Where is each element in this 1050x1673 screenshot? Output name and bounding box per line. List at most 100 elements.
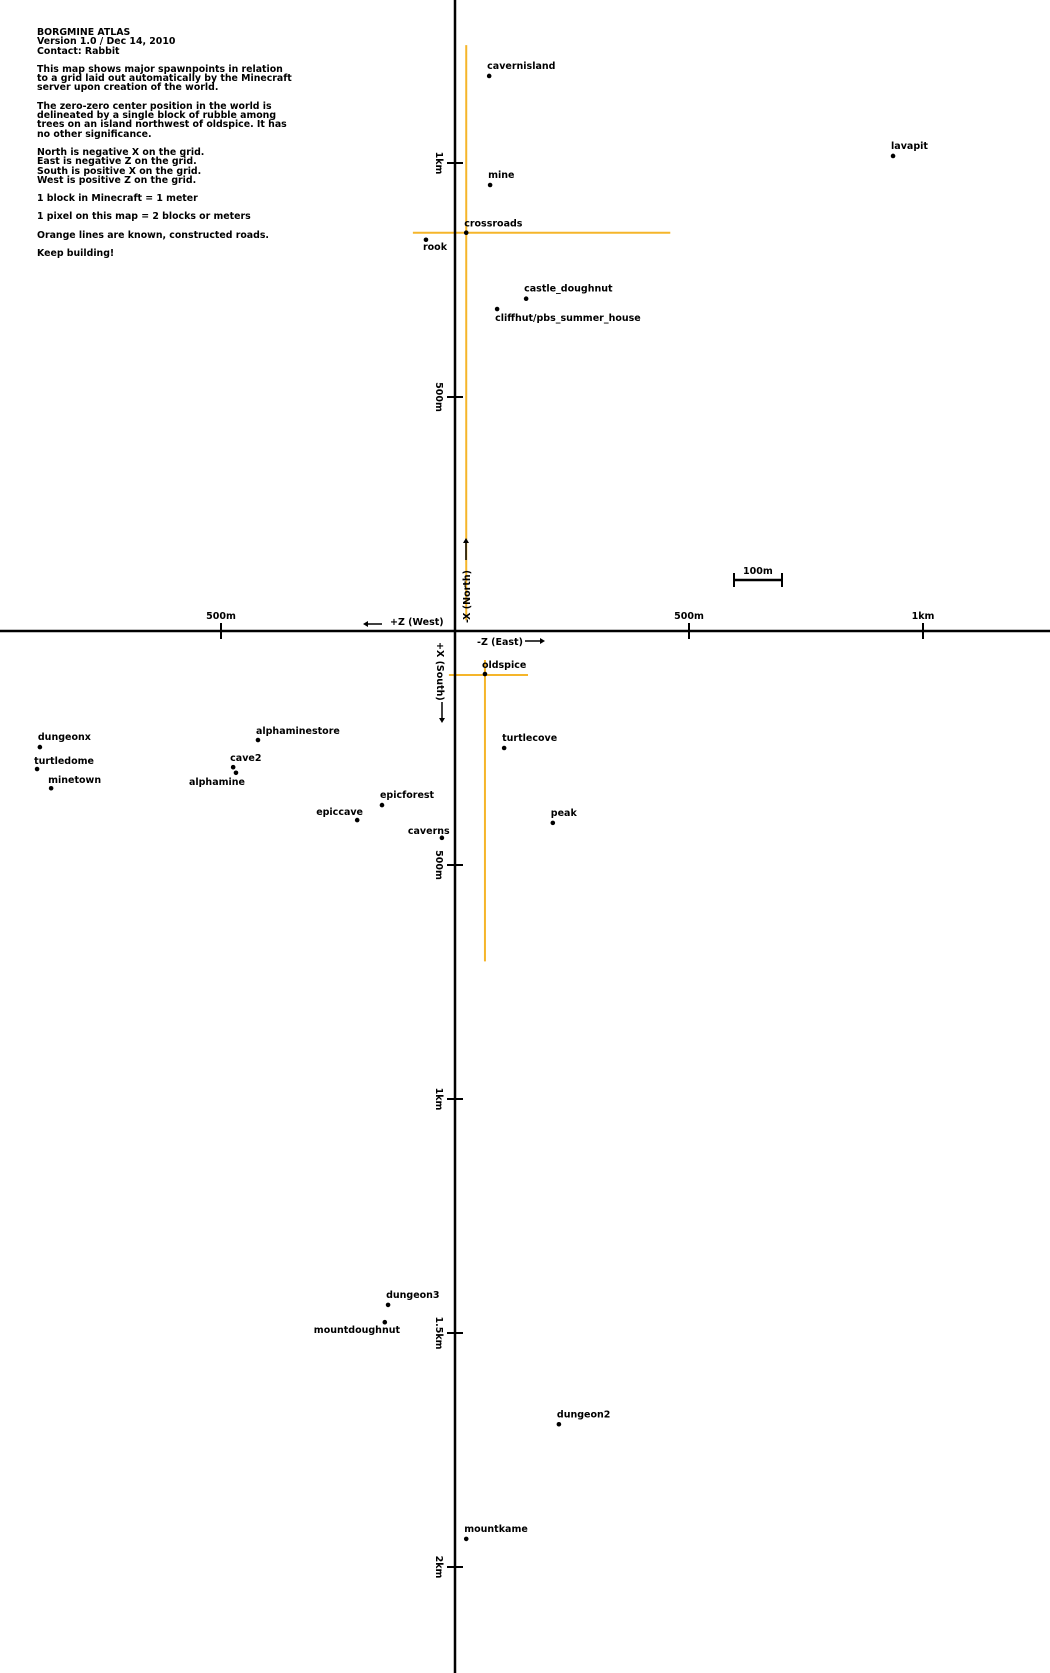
legend-paragraph: 1 block in Minecraft = 1 meter (37, 193, 198, 205)
place-dot-icon (494, 306, 500, 312)
place-dot-icon (501, 745, 507, 751)
place-dot-icon (423, 237, 429, 243)
place-label: minetown (48, 775, 101, 786)
place-label: cliffhut/pbs_summer_house (495, 313, 641, 324)
place-marker[interactable]: peak (550, 808, 578, 826)
place-marker[interactable]: alphaminestore (255, 726, 340, 743)
scale-bar-label: 100m (743, 566, 773, 577)
place-marker[interactable]: rook (423, 237, 448, 253)
x-axis-tick-label: 1km (433, 152, 444, 175)
place-dot-icon (385, 1302, 391, 1308)
place-marker[interactable]: mine (487, 170, 515, 188)
north-arrow-icon (463, 538, 469, 560)
place-label: dungeon2 (557, 1409, 610, 1420)
place-dot-icon (379, 802, 385, 808)
places-layer: cavernisland lavapit mine crossroads rook cas… (34, 61, 929, 1542)
north-label: -X (North) (462, 570, 473, 623)
legend-paragraph: The zero-zero center position in the wor… (37, 100, 287, 140)
place-dot-icon (556, 1421, 562, 1427)
place-marker[interactable]: crossroads (463, 219, 523, 236)
place-marker[interactable]: mountkame (463, 1524, 528, 1542)
place-dot-icon (255, 737, 261, 743)
place-marker[interactable]: castle_doughnut (523, 284, 613, 302)
place-label: alphaminestore (256, 726, 340, 737)
z-axis-tick-label: 500m (674, 611, 704, 622)
place-dot-icon (482, 671, 488, 677)
legend-paragraph: North is negative X on the grid. East is… (37, 146, 205, 186)
place-dot-icon (463, 1536, 469, 1542)
place-label: alphamine (189, 777, 245, 788)
x-axis-tick-label: 1km (433, 1088, 444, 1111)
place-marker[interactable]: cave2 (230, 753, 261, 770)
place-label: cave2 (230, 753, 261, 764)
place-marker[interactable]: epicforest (379, 790, 435, 808)
place-dot-icon (890, 153, 896, 159)
x-axis-tick-label: 500m (433, 382, 444, 412)
place-marker[interactable]: alphamine (189, 770, 245, 788)
place-dot-icon (37, 744, 43, 750)
place-label: castle_doughnut (524, 284, 613, 295)
place-marker[interactable]: dungeonx (37, 732, 91, 750)
place-marker[interactable]: epiccave (316, 807, 363, 823)
west-label: +Z (West) (390, 617, 444, 628)
place-dot-icon (354, 817, 360, 823)
roads-layer (412, 45, 671, 962)
scale-bar: 100m (733, 566, 783, 587)
east-label: -Z (East) (477, 637, 523, 648)
west-arrow-icon (363, 621, 382, 627)
south-label: +X (South) (434, 642, 445, 701)
place-marker[interactable]: lavapit (890, 141, 929, 159)
place-label: oldspice (482, 660, 526, 671)
legend-version: Version 1.0 / Dec 14, 2010 (37, 36, 176, 48)
place-dot-icon (463, 230, 469, 236)
place-dot-icon (382, 1319, 388, 1325)
x-axis-tick-label: 1.5km (433, 1316, 444, 1349)
place-marker[interactable]: dungeon3 (385, 1290, 440, 1308)
place-marker[interactable]: cliffhut/pbs_summer_house (494, 306, 641, 324)
z-axis-tick-label: 1km (912, 611, 935, 622)
place-dot-icon (34, 766, 40, 772)
place-dot-icon (550, 820, 556, 826)
x-axis-tick-label: 2km (433, 1556, 444, 1579)
place-dot-icon (233, 770, 239, 776)
place-dot-icon (439, 835, 445, 841)
place-marker[interactable]: cavernisland (486, 61, 556, 79)
place-dot-icon (523, 296, 529, 302)
place-label: mine (488, 170, 514, 181)
legend-title: BORGMINE ATLAS (37, 27, 131, 38)
x-axis-tick-label: 500m (433, 850, 444, 880)
place-marker[interactable]: caverns (408, 826, 450, 841)
place-marker[interactable]: dungeon2 (556, 1409, 611, 1427)
place-marker[interactable]: turtlecove (501, 733, 557, 751)
place-dot-icon (230, 764, 236, 770)
place-dot-icon (48, 785, 54, 791)
place-label: lavapit (891, 141, 928, 152)
place-label: crossroads (464, 219, 523, 230)
place-label: turtledome (34, 756, 94, 767)
east-arrow-icon (525, 638, 545, 644)
place-marker[interactable]: turtledome (34, 756, 94, 772)
place-label: caverns (408, 826, 450, 837)
place-label: dungeonx (38, 732, 91, 743)
place-label: turtlecove (502, 733, 557, 744)
place-marker[interactable]: oldspice (482, 660, 526, 677)
place-label: dungeon3 (386, 1290, 439, 1301)
south-arrow-icon (439, 702, 445, 723)
place-label: epiccave (316, 807, 363, 818)
place-label: rook (423, 242, 448, 253)
place-marker[interactable]: minetown (48, 775, 101, 791)
place-label: mountdoughnut (314, 1325, 401, 1336)
place-label: epicforest (380, 790, 435, 801)
place-label: peak (551, 808, 578, 819)
place-marker[interactable]: mountdoughnut (314, 1319, 401, 1336)
legend-paragraph: This map shows major spawnpoints in rela… (37, 63, 292, 94)
legend-paragraph: 1 pixel on this map = 2 blocks or meters (37, 211, 251, 223)
place-dot-icon (486, 73, 492, 79)
place-dot-icon (487, 182, 493, 188)
map-legend: BORGMINE ATLAS Version 1.0 / Dec 14, 201… (37, 28, 297, 267)
z-axis-tick-label: 500m (206, 611, 236, 622)
legend-paragraph: Keep building! (37, 248, 115, 260)
place-label: cavernisland (487, 61, 555, 72)
